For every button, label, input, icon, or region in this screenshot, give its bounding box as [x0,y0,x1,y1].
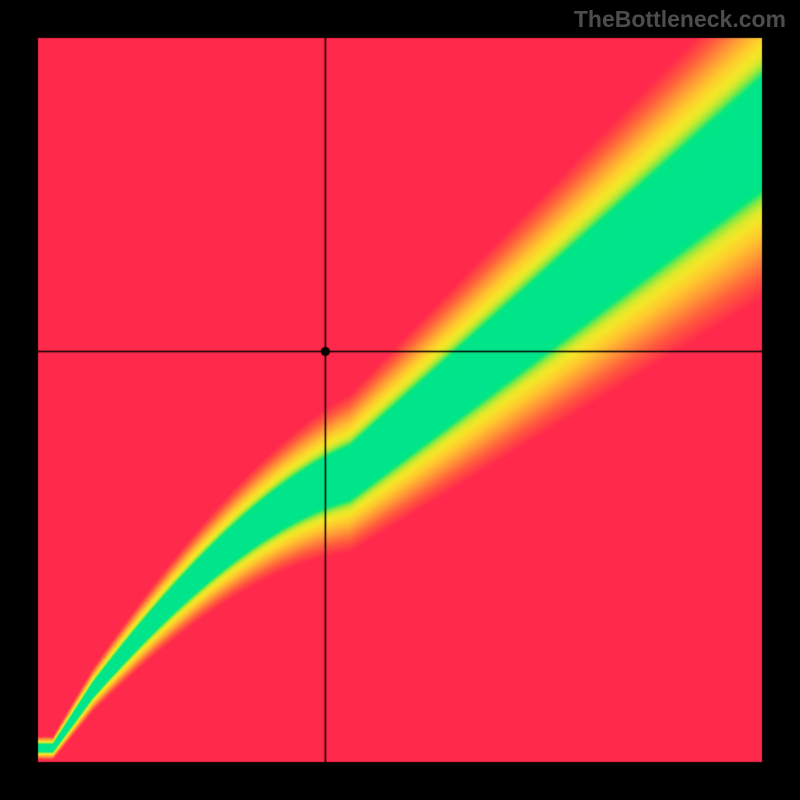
heatmap-canvas [0,0,800,800]
watermark-text: TheBottleneck.com [574,6,786,33]
chart-container: TheBottleneck.com [0,0,800,800]
